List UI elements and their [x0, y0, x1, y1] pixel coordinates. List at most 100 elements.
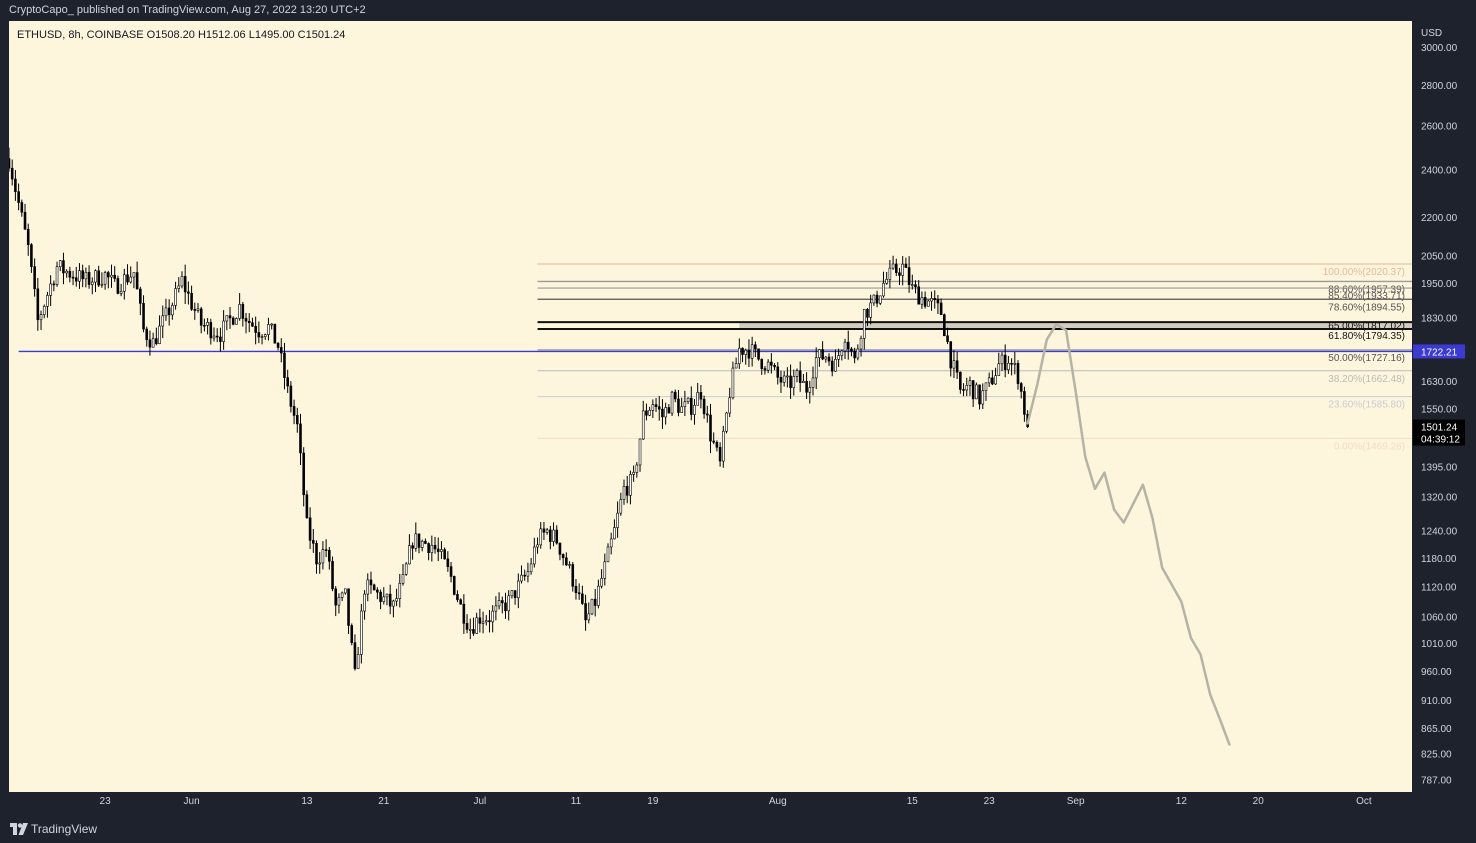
- candle-body: [430, 544, 434, 553]
- candle-body: [292, 406, 296, 416]
- candle-body: [968, 380, 972, 386]
- candle-body: [622, 485, 626, 500]
- candle-body: [680, 406, 683, 413]
- candle-body: [507, 595, 510, 612]
- x-axis-tick-label: 20: [1253, 796, 1265, 807]
- x-axis-tick-label: 11: [571, 796, 582, 807]
- candle-body: [283, 352, 286, 378]
- candle-body: [360, 610, 363, 655]
- candle-body: [404, 563, 408, 575]
- candle-body: [558, 542, 562, 555]
- candle-body: [212, 335, 216, 339]
- candle-body: [193, 308, 197, 311]
- symbol-info: ETHUSD, 8h, COINBASE O1508.20 H1512.06 L…: [17, 29, 345, 41]
- candle-body: [536, 544, 539, 548]
- fib-level-label: 0.00%(1469.26): [1334, 441, 1405, 452]
- candle-body: [920, 297, 924, 305]
- candle-body: [587, 613, 591, 621]
- candle-body: [638, 438, 642, 466]
- candle-body: [776, 366, 780, 378]
- candle-body: [331, 560, 334, 590]
- candle-body: [712, 440, 715, 443]
- candle-body: [244, 318, 248, 322]
- candle-body: [965, 385, 969, 391]
- candle-body: [94, 270, 97, 283]
- candle-body: [760, 358, 764, 369]
- candle-body: [975, 384, 978, 400]
- candle-body: [792, 376, 796, 389]
- y-axis-panel: [1412, 21, 1468, 813]
- candle-body: [770, 361, 773, 366]
- candle-body: [488, 620, 491, 623]
- candle-body: [36, 288, 40, 321]
- candle-body: [33, 266, 36, 290]
- candle-body: [641, 410, 645, 440]
- candle-body: [952, 360, 956, 369]
- candle-body: [42, 306, 46, 315]
- chart-area[interactable]: 100.00%(2020.37) 88.60%(1957.39) 85.40%(19…: [7, 21, 1468, 813]
- candle-body: [254, 325, 257, 333]
- candle-body: [811, 377, 815, 388]
- candle-body: [231, 317, 235, 325]
- candle-body: [741, 347, 744, 355]
- candle-body: [110, 274, 113, 278]
- y-axis-tick-label: 1320.00: [1421, 493, 1458, 504]
- candle-body: [132, 272, 136, 278]
- candle-body: [177, 285, 181, 289]
- candle-body: [875, 294, 879, 304]
- projection-path: [1026, 322, 1231, 746]
- candle-body: [619, 499, 623, 514]
- candle-body: [750, 344, 754, 359]
- candle-body: [901, 263, 904, 276]
- candle-body: [837, 355, 840, 360]
- candle-body: [702, 398, 706, 415]
- candle-body: [994, 375, 997, 385]
- candle-body: [379, 591, 382, 602]
- tradingview-logo-text: TradingView: [31, 822, 98, 836]
- candle-body: [420, 540, 424, 548]
- candle-body: [119, 290, 123, 294]
- candle-body: [869, 302, 872, 318]
- fib-level-label: 38.20%(1662.48): [1328, 374, 1405, 385]
- candle-body: [167, 307, 171, 316]
- y-axis-tick-label: 1060.00: [1421, 613, 1458, 624]
- candle-body: [693, 404, 696, 415]
- candle-body: [299, 423, 302, 454]
- candle-body: [520, 574, 523, 582]
- candle-body: [616, 512, 619, 528]
- candle-body: [1013, 363, 1017, 365]
- candle-body: [39, 314, 43, 321]
- tradingview-logo[interactable]: TradingView: [10, 822, 98, 836]
- candle-body: [257, 332, 261, 338]
- candle-body: [337, 597, 341, 606]
- candle-body: [699, 392, 703, 400]
- candle-body: [84, 272, 88, 280]
- candle-body: [959, 371, 962, 390]
- candle-body: [113, 274, 116, 279]
- candle-body: [215, 335, 219, 338]
- y-axis-tick-label: 2400.00: [1421, 165, 1458, 176]
- candle-body: [427, 543, 430, 553]
- candle-body: [606, 546, 610, 563]
- price-chart[interactable]: 100.00%(2020.37) 88.60%(1957.39)85.40%(19…: [7, 21, 1468, 813]
- candle-body: [914, 284, 917, 288]
- x-axis-tick-label: 12: [1176, 796, 1188, 807]
- candle-body: [991, 377, 994, 385]
- candle-body: [408, 545, 411, 565]
- publish-header: CryptoCapo_ published on TradingView.com…: [0, 0, 1476, 21]
- candle-body: [859, 338, 863, 350]
- x-axis-tick-label: 15: [907, 796, 919, 807]
- candle-body: [312, 540, 315, 544]
- candle-body: [927, 300, 930, 307]
- candle-body: [395, 598, 398, 602]
- candle-body: [164, 307, 168, 317]
- candle-body: [539, 528, 543, 546]
- candle-body: [161, 315, 165, 327]
- last-price-label: 1501.24: [1421, 423, 1458, 434]
- candle-body: [728, 397, 732, 414]
- candle-body: [574, 585, 578, 594]
- candle-body: [334, 588, 338, 606]
- x-axis-tick-label: Jun: [184, 796, 200, 807]
- candle-body: [667, 407, 671, 414]
- candle-body: [171, 305, 174, 316]
